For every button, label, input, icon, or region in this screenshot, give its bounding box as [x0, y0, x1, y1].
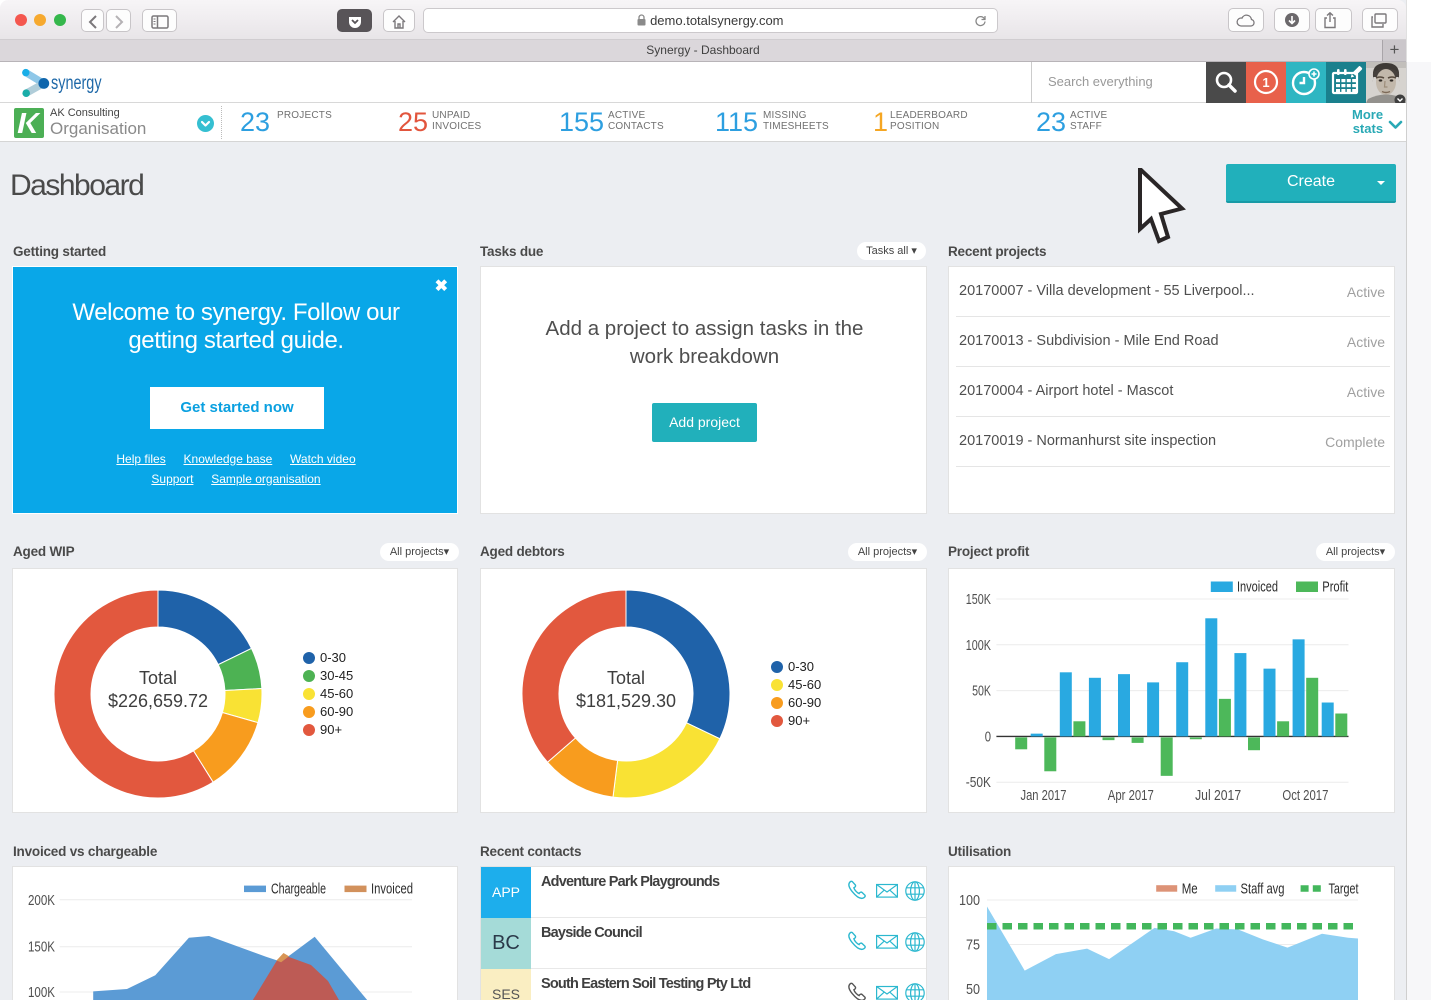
svg-text:Me: Me: [1182, 881, 1198, 898]
svg-text:Invoiced: Invoiced: [1237, 579, 1278, 596]
svg-text:50K: 50K: [972, 684, 991, 700]
svg-text:Jul 2017: Jul 2017: [1195, 787, 1241, 804]
svg-text:150K: 150K: [966, 592, 991, 608]
svg-text:0: 0: [985, 729, 991, 745]
svg-text:Oct 2017: Oct 2017: [1282, 787, 1328, 804]
svg-text:Profit: Profit: [1322, 579, 1349, 596]
svg-text:Staff avg: Staff avg: [1241, 881, 1285, 898]
svg-text:100: 100: [959, 893, 980, 909]
svg-text:Target: Target: [1329, 881, 1360, 898]
svg-text:Chargeable: Chargeable: [271, 881, 326, 898]
svg-text:150K: 150K: [28, 940, 55, 956]
svg-text:Invoiced: Invoiced: [371, 881, 413, 898]
svg-text:Apr 2017: Apr 2017: [1108, 787, 1154, 804]
svg-text:1: 1: [1262, 75, 1269, 90]
svg-text:-50K: -50K: [966, 775, 991, 791]
svg-text:50: 50: [966, 982, 980, 998]
svg-text:200K: 200K: [28, 893, 55, 909]
svg-text:Jan 2017: Jan 2017: [1021, 787, 1067, 804]
svg-text:100K: 100K: [966, 638, 991, 654]
svg-text:100K: 100K: [28, 985, 55, 1000]
svg-text:75: 75: [966, 938, 980, 954]
